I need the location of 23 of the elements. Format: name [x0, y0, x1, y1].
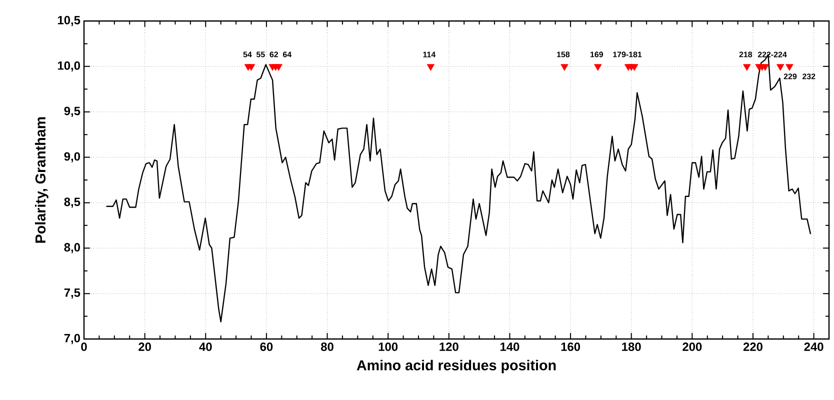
x-tick-label: 80	[320, 342, 334, 351]
x-tick-label: 40	[199, 342, 212, 351]
y-tick-label: 9,5	[64, 106, 80, 117]
y-tick-label: 9,0	[64, 152, 80, 162]
x-tick-label: 120	[440, 342, 458, 351]
x-tick-label: 140	[500, 342, 520, 351]
y-tick-label: 8,0	[64, 243, 80, 254]
y-tick-label: 7,5	[64, 288, 80, 299]
x-tick-label: 20	[138, 342, 151, 351]
x-axis-title: Amino acid residues position	[356, 360, 556, 374]
y-tick-label: 10,5	[58, 16, 80, 26]
x-tick-label: 240	[804, 342, 824, 351]
x-tick-label: 60	[260, 342, 273, 351]
x-tick-label: 100	[378, 342, 398, 351]
y-tick-label: 7,0	[64, 334, 80, 344]
y-tick-label: 10,0	[58, 61, 80, 72]
x-tick-label: 220	[743, 342, 762, 351]
x-tick-label: 0	[81, 342, 87, 351]
x-tick-label: 180	[622, 342, 641, 351]
y-tick-label: 8,5	[64, 198, 80, 208]
x-tick-label: 200	[682, 342, 702, 351]
y-axis-title: Polarity, Grantham	[35, 117, 48, 243]
x-tick-label: 160	[561, 342, 580, 351]
